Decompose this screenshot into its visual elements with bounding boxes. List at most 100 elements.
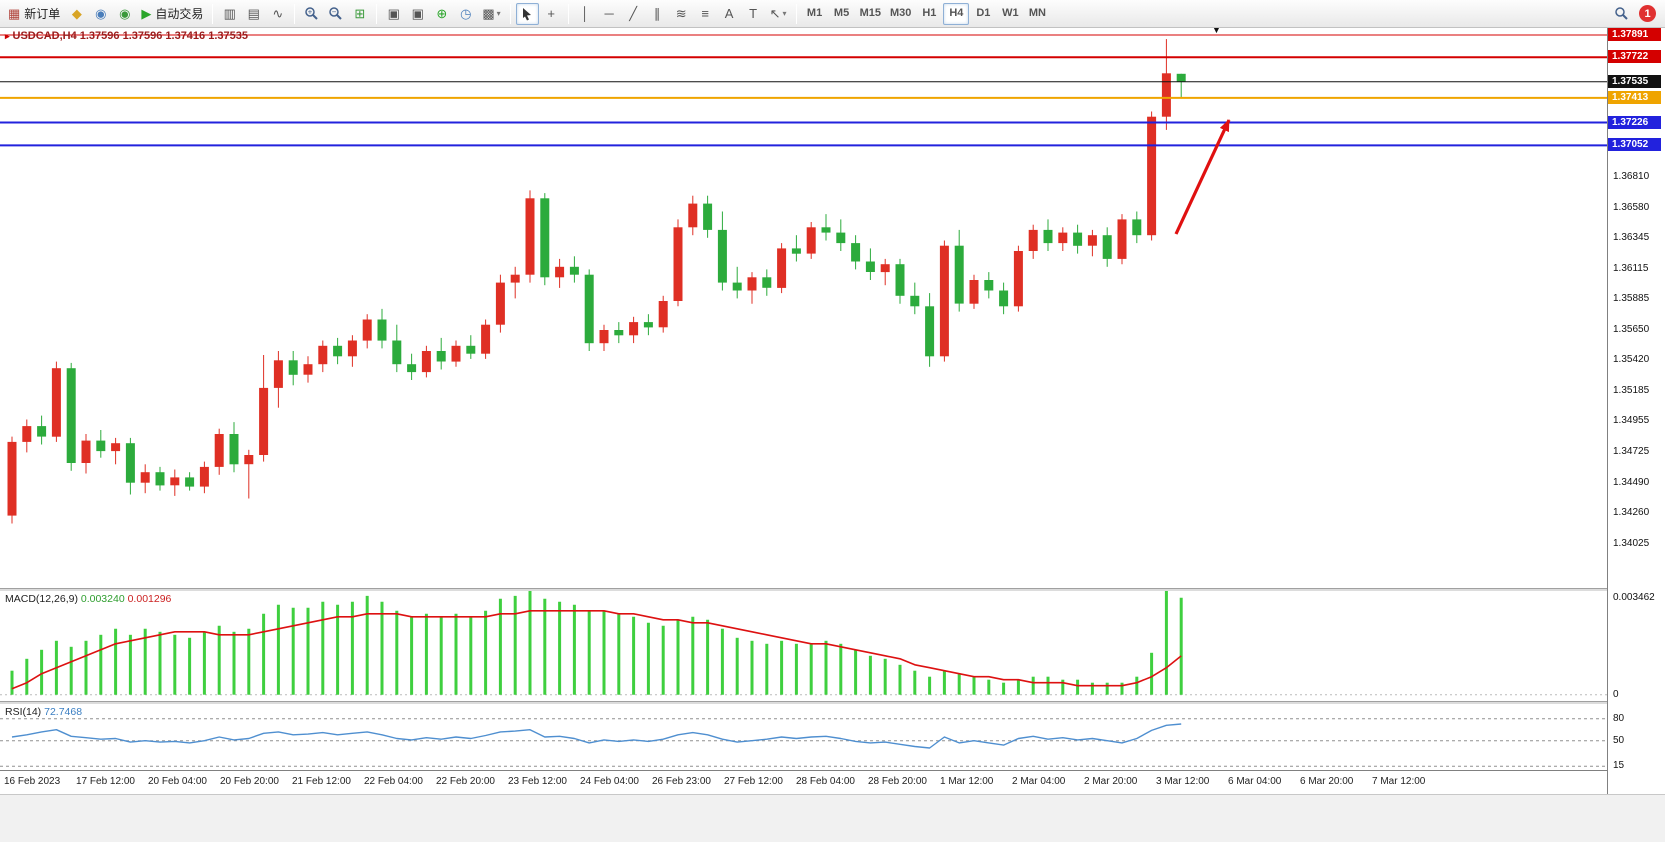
candle-body xyxy=(347,340,357,357)
bar-chart-type-button[interactable]: ▥ xyxy=(218,3,241,25)
time-axis-label: 27 Feb 12:00 xyxy=(724,776,783,787)
panel-divider[interactable] xyxy=(0,588,1665,591)
zoom-out-button[interactable]: − xyxy=(324,3,347,25)
period-clock-button[interactable]: ◷ xyxy=(454,3,477,25)
timeframe-m30[interactable]: M30 xyxy=(889,7,912,19)
rsi-label: RSI(14) 72.7468 xyxy=(5,706,82,718)
timeframe-m1[interactable]: M1 xyxy=(806,7,823,19)
rsi-panel[interactable]: RSI(14) 72.7468 xyxy=(0,704,1607,770)
candle-body xyxy=(584,274,594,344)
trendline-tool-button[interactable]: ╱ xyxy=(622,3,645,25)
time-axis[interactable]: 16 Feb 2023 17 Feb 12:00 20 Feb 04:00 20 Fe… xyxy=(0,770,1665,794)
candle-body xyxy=(1161,73,1171,117)
text-tool-button-glyph: A xyxy=(724,6,734,21)
candle-body xyxy=(81,440,91,463)
tile-windows-button-glyph: ⊞ xyxy=(354,6,366,21)
crosshair-tool-button-glyph: + xyxy=(547,6,555,21)
timeframe-mn[interactable]: MN xyxy=(1028,7,1046,19)
toolbar-separator xyxy=(509,3,511,24)
price-axis[interactable]: 1.36810 1.36580 1.36345 1.36115 1.35885 1.356… xyxy=(1607,27,1665,794)
timeframe-h1[interactable]: H1 xyxy=(922,7,937,19)
candle-body xyxy=(66,368,76,463)
crosshair-tool-button[interactable]: + xyxy=(540,3,563,25)
cursor-tool-button[interactable] xyxy=(515,2,539,25)
candle-body xyxy=(599,330,609,344)
time-axis-label: 23 Feb 12:00 xyxy=(508,776,567,787)
candlestick-chart-type-button[interactable]: ▤ xyxy=(242,3,265,25)
macd-axis-zero-label: 0 xyxy=(1613,688,1619,700)
main-chart-panel[interactable]: ▸ USDCAD,H4 1.37596 1.37596 1.37416 1.37… xyxy=(0,28,1607,588)
candle-body xyxy=(688,203,698,228)
market-watch-icon-glyph: ◉ xyxy=(95,6,107,21)
candle-body xyxy=(1043,229,1053,244)
fibonacci-tool-button[interactable]: ≋ xyxy=(670,3,693,25)
chart-screenshot-icon[interactable]: ◆ xyxy=(65,3,88,25)
timeframe-m5[interactable]: M5 xyxy=(833,7,850,19)
candle-body xyxy=(37,426,47,437)
candle-body xyxy=(495,282,505,325)
bar-chart-type-button-glyph: ▥ xyxy=(223,6,236,21)
candle-body xyxy=(185,477,195,487)
timeframe-m15[interactable]: M15 xyxy=(859,7,881,19)
tile-windows-button[interactable]: ⊞ xyxy=(348,3,371,25)
add-indicator-button[interactable]: ⊕ xyxy=(430,3,453,25)
template-button[interactable]: ▩ ▾ xyxy=(478,3,504,25)
price-tag-1.37052: 1.37052 xyxy=(1608,138,1661,152)
timeframe-d1[interactable]: D1 xyxy=(976,7,991,19)
text-tool-button[interactable]: A xyxy=(718,3,741,25)
candle-body xyxy=(1147,116,1157,236)
horizontal-line-tool-button[interactable]: ─ xyxy=(598,3,621,25)
autotrade-button[interactable]: ▶ 自动交易 xyxy=(137,3,207,25)
chart-window: ▸ USDCAD,H4 1.37596 1.37596 1.37416 1.37… xyxy=(0,27,1665,794)
candle-body xyxy=(643,322,653,328)
text-label-tool-button[interactable]: T xyxy=(742,3,765,25)
levels-tool-button-glyph: ≡ xyxy=(701,6,709,21)
candle-body xyxy=(614,330,624,336)
macd-panel[interactable]: MACD(12,26,9) 0.003240 0.001296 xyxy=(0,591,1607,701)
price-axis-label: 1.34725 xyxy=(1613,445,1650,457)
candle-body xyxy=(1028,229,1038,251)
data-window-icon[interactable]: ◉ xyxy=(113,3,136,25)
time-axis-label: 20 Feb 04:00 xyxy=(148,776,207,787)
timeframe-h4[interactable]: H4 xyxy=(943,2,970,25)
panel-divider[interactable] xyxy=(0,701,1665,704)
time-axis-label: 28 Feb 20:00 xyxy=(868,776,927,787)
timeframe-w1[interactable]: W1 xyxy=(1002,7,1019,19)
price-axis-label: 1.34955 xyxy=(1613,415,1650,427)
candle-body xyxy=(791,248,801,254)
candle-body xyxy=(1117,219,1127,259)
price-axis-label: 1.36115 xyxy=(1613,262,1649,274)
horizontal-line-tool-button-glyph: ─ xyxy=(604,6,614,21)
notification-badge[interactable]: 1 xyxy=(1639,5,1656,22)
fibonacci-tool-button-glyph: ≋ xyxy=(675,6,687,21)
text-label-tool-button-glyph: T xyxy=(749,6,758,21)
time-axis-label: 22 Feb 20:00 xyxy=(436,776,495,787)
candle-body xyxy=(673,227,683,301)
vertical-line-tool-button[interactable]: │ xyxy=(574,3,597,25)
candle-body xyxy=(910,295,920,307)
levels-tool-button[interactable]: ≡ xyxy=(694,3,717,25)
candle-body xyxy=(214,434,224,467)
candle-body xyxy=(555,266,565,278)
price-axis-label: 1.35650 xyxy=(1613,323,1650,335)
time-axis-label: 1 Mar 12:00 xyxy=(940,776,994,787)
cascade-windows-button[interactable]: ▣ xyxy=(406,3,429,25)
equidistant-channel-tool-button[interactable]: ∥ xyxy=(646,3,669,25)
candle-body xyxy=(392,340,402,365)
scroll-to-end-marker-icon[interactable]: ▼ xyxy=(1212,28,1221,35)
market-watch-icon[interactable]: ◉ xyxy=(89,3,112,25)
price-axis-label: 1.36810 xyxy=(1613,171,1650,183)
arrow-annotation[interactable] xyxy=(1174,119,1231,235)
cascade-windows-button-glyph: ▣ xyxy=(411,6,424,21)
line-chart-type-button[interactable]: ∿ xyxy=(266,3,289,25)
svg-text:−: − xyxy=(332,8,337,17)
new-chart-window-button[interactable]: ▣ xyxy=(382,3,405,25)
search-button[interactable] xyxy=(1610,3,1633,25)
arrow-objects-button[interactable]: ↖ ▾ xyxy=(766,3,791,25)
candle-body xyxy=(717,229,727,283)
add-indicator-button-glyph: ⊕ xyxy=(436,6,448,21)
toolbar-separator xyxy=(567,3,569,24)
zoom-in-button[interactable]: + xyxy=(300,3,323,25)
new-order-button[interactable]: ▦ 新订单 xyxy=(4,3,64,25)
candle-body xyxy=(851,243,861,262)
